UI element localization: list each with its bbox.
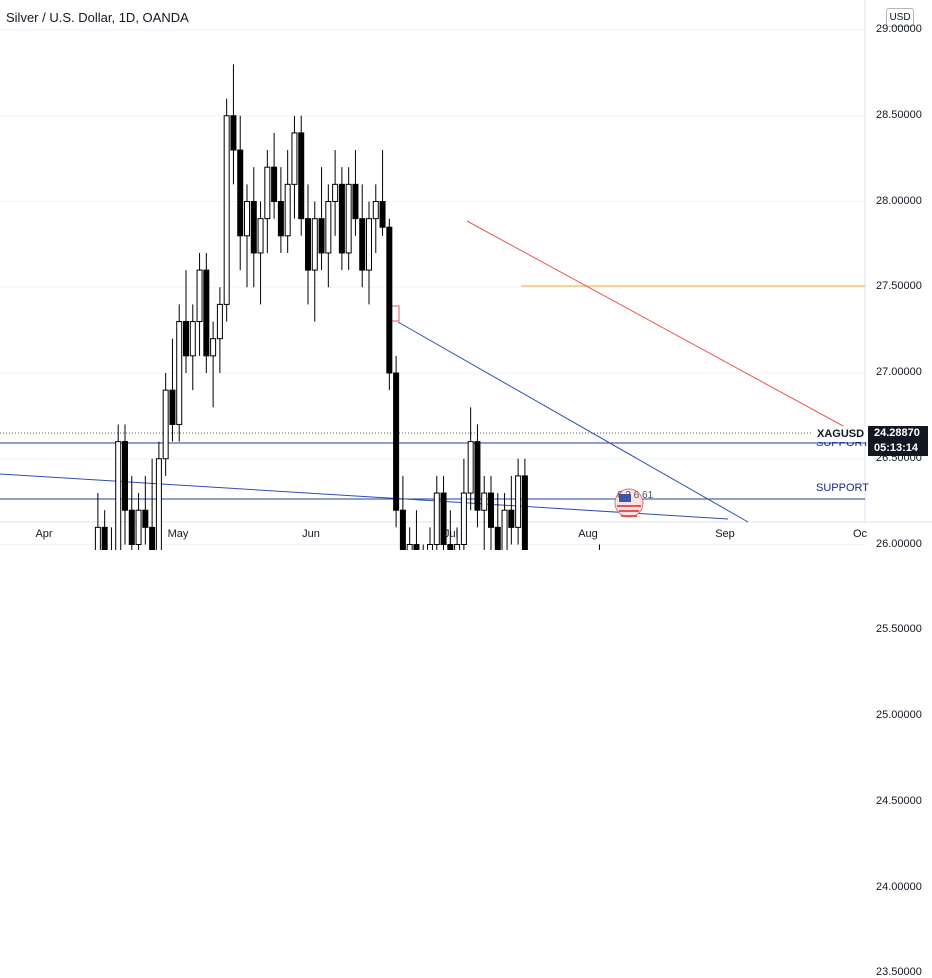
bar-countdown: 05:13:14 [874,442,919,454]
price-tick-label: 25.50000 [876,623,922,636]
candle-body [291,132,298,185]
candle-body [501,509,508,550]
price-tick-label: 27.00000 [876,366,922,378]
candle-body [433,492,440,545]
candle-body [135,509,142,546]
candle-body [440,492,447,545]
candle-body [230,115,237,151]
candle-body [332,183,339,203]
candle-body [122,441,128,511]
candle-body [196,269,203,323]
candle-body [338,183,345,254]
price-chart[interactable] [0,0,932,550]
candle-body [521,475,528,550]
candle-body [101,526,108,550]
price-tick-label: 29.00000 [876,23,922,35]
price-tick-label: 24.00000 [876,880,922,893]
candle-body [162,389,169,460]
candle-body [393,372,400,511]
candle-body [406,544,413,550]
candle-body [508,509,515,528]
currency-button[interactable]: USD [886,8,914,27]
candles [94,64,600,550]
candle-body [494,526,501,550]
candle-body [481,492,488,511]
candle-body [413,544,420,550]
candle-body [176,321,183,425]
candle-body [237,149,244,237]
candle-body [386,226,393,374]
candle-body [311,218,318,271]
candle-body [284,183,291,237]
candle-body [250,201,257,254]
symbol-label: XAGUSD [812,426,870,442]
candle-body [94,526,101,550]
chart-grid [0,29,865,545]
last-price-tag: 24.28870 05:13:14 [868,426,928,456]
price-tick-label: 23.50000 [876,966,922,978]
descending-resistance-trendline[interactable] [466,220,846,428]
candle-body [271,166,278,202]
time-tick-label: Sep [715,528,735,540]
candle-body [366,218,372,271]
candle-body [216,303,223,340]
candle-body [379,201,386,228]
candle-body [244,201,250,237]
price-tick-label: 28.00000 [876,194,922,207]
chart-title: Silver / U.S. Dollar, 1D, OANDA [6,10,189,25]
candle-body [305,218,311,271]
candle-body [372,201,379,220]
candle-body [183,321,189,357]
candle-body [189,321,196,357]
candle-body [128,509,135,546]
candle-body [264,166,271,220]
candle-body [169,389,176,425]
long-term-support-trendline[interactable] [0,473,729,520]
price-tick-label: 28.50000 [876,108,922,121]
candle-body [257,218,264,254]
candle-body [325,201,332,254]
time-tick-label: Jul [443,528,459,540]
candle-body [210,338,217,357]
candle-body [149,526,156,550]
candle-body [359,218,366,271]
candle-body [467,441,474,494]
candle-body [515,475,522,528]
candle-body [223,115,230,305]
price-tick-label: 24.50000 [876,794,922,807]
price-tick-label: 26.00000 [876,537,922,550]
time-tick-label: Aug [578,528,598,540]
time-tick-label: May [167,528,189,540]
candle-body [115,441,122,550]
candle-body [460,492,467,545]
candle-body [427,544,433,550]
candle-body [474,441,481,511]
support-label-lower: SUPPORT [816,482,869,494]
candle-body [277,201,284,237]
candle-body [345,183,352,254]
descending-support-trendline[interactable] [397,321,749,523]
time-tick-label: Jun [302,528,320,540]
time-tick-label: Oc [852,528,868,540]
candle-body [352,183,359,220]
candle-body [203,269,210,357]
candle-body [155,458,162,550]
flag-counter-text: 6 3 6 61 [617,490,654,501]
candle-body [488,492,494,528]
price-tick-label: 25.00000 [876,709,922,721]
flag-icon[interactable] [614,488,644,518]
candle-body [399,509,406,550]
time-tick-label: Apr [35,528,53,540]
candle-body [142,509,149,528]
candle-body [447,544,454,550]
candle-body [454,544,461,550]
last-price-value: 24.28870 [874,427,920,439]
candle-body [318,218,325,254]
candle-body [298,132,305,220]
price-tick-label: 27.50000 [876,280,922,293]
